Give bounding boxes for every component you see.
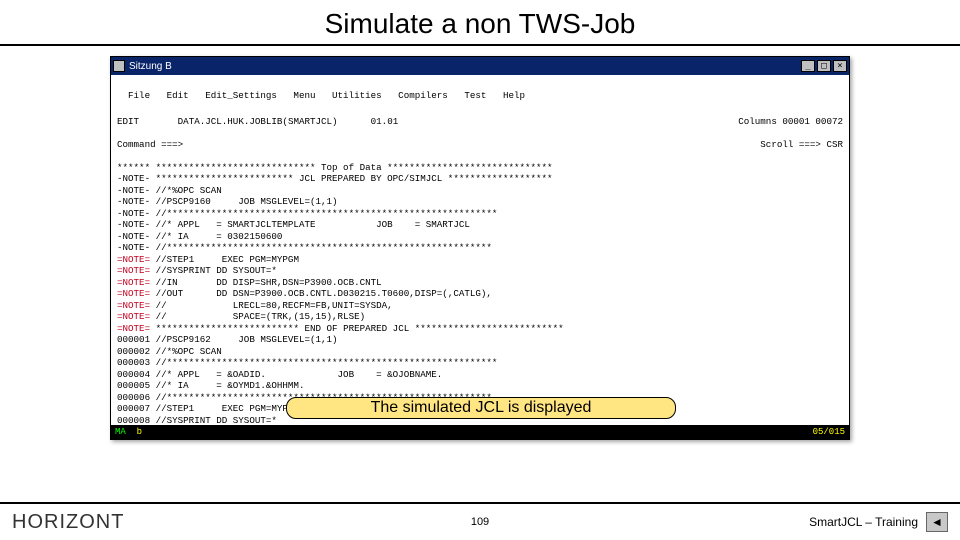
editor-line: ****** ***************************** Top… — [117, 162, 843, 174]
editor-line: -NOTE- //*******************************… — [117, 242, 843, 254]
editor-line: =NOTE= //SYSPRINT DD SYSOUT=* — [117, 265, 843, 277]
minimize-button[interactable]: _ — [801, 60, 815, 72]
editor-line: 000004 //* APPL = &OADID. JOB = &OJOBNAM… — [117, 369, 843, 381]
editor-content: ****** ***************************** Top… — [117, 162, 843, 426]
editor-line: =NOTE= //STEP1 EXEC PGM=MYPGM — [117, 254, 843, 266]
editor-line: -NOTE- //*******************************… — [117, 208, 843, 220]
editor-line: =NOTE= //IN DD DISP=SHR,DSN=P3900.OCB.CN… — [117, 277, 843, 289]
close-button[interactable]: × — [833, 60, 847, 72]
maximize-button[interactable]: □ — [817, 60, 831, 72]
member-version: 01.01 — [371, 116, 399, 127]
command-prompt[interactable]: Command ===> — [117, 139, 183, 151]
brand-logo: HORIZONT — [12, 511, 124, 534]
editor-line: 000001 //PSCP9162 JOB MSGLEVEL=(1,1) — [117, 334, 843, 346]
columns-indicator: Columns 00001 00072 — [738, 116, 843, 128]
dataset-name: DATA.JCL.HUK.JOBLIB(SMARTJCL) — [178, 116, 338, 127]
status-mid: b — [137, 427, 142, 437]
scroll-setting[interactable]: Scroll ===> CSR — [760, 139, 843, 151]
prev-slide-button[interactable]: ◄ — [926, 512, 948, 532]
editor-line: -NOTE- ************************* JCL PRE… — [117, 173, 843, 185]
editor-line: -NOTE- //* APPL = SMARTJCLTEMPLATE JOB =… — [117, 219, 843, 231]
terminal-window: Sitzung B _ □ × File Edit Edit_Settings … — [110, 56, 850, 440]
terminal-body: File Edit Edit_Settings Menu Utilities C… — [111, 75, 849, 425]
page-number: 109 — [471, 516, 489, 528]
editor-line: 000002 //*%OPC SCAN — [117, 346, 843, 358]
editor-line: -NOTE- //* IA = 0302150600 — [117, 231, 843, 243]
status-cursor-pos: 05/015 — [813, 427, 845, 437]
editor-line: =NOTE= // SPACE=(TRK,(15,15),RLSE) — [117, 311, 843, 323]
status-left: MA — [115, 427, 126, 437]
doc-title: SmartJCL – Training — [809, 515, 918, 529]
editor-line: =NOTE= //OUT DD DSN=P3900.OCB.CNTL.D0302… — [117, 288, 843, 300]
editor-line: -NOTE- //*%OPC SCAN — [117, 185, 843, 197]
editor-line: -NOTE- //PSCP9160 JOB MSGLEVEL=(1,1) — [117, 196, 843, 208]
editor-line: 000005 //* IA = &OYMD1.&OHHMM. — [117, 380, 843, 392]
slide-title: Simulate a non TWS-Job — [0, 0, 960, 44]
callout-box: The simulated JCL is displayed — [286, 397, 676, 419]
window-titlebar: Sitzung B _ □ × — [111, 57, 849, 75]
window-icon — [113, 60, 125, 72]
slide-footer: HORIZONT 109 SmartJCL – Training ◄ — [0, 502, 960, 540]
terminal-statusbar: MA b 05/015 — [111, 425, 849, 439]
editor-line: =NOTE= // LRECL=80,RECFM=FB,UNIT=SYSDA, — [117, 300, 843, 312]
editor-line: =NOTE= ************************** END OF… — [117, 323, 843, 335]
edit-label: EDIT — [117, 116, 139, 127]
ispf-menubar[interactable]: File Edit Edit_Settings Menu Utilities C… — [117, 90, 843, 102]
window-title: Sitzung B — [129, 61, 172, 72]
editor-line: 000003 //*******************************… — [117, 357, 843, 369]
title-divider — [0, 44, 960, 46]
